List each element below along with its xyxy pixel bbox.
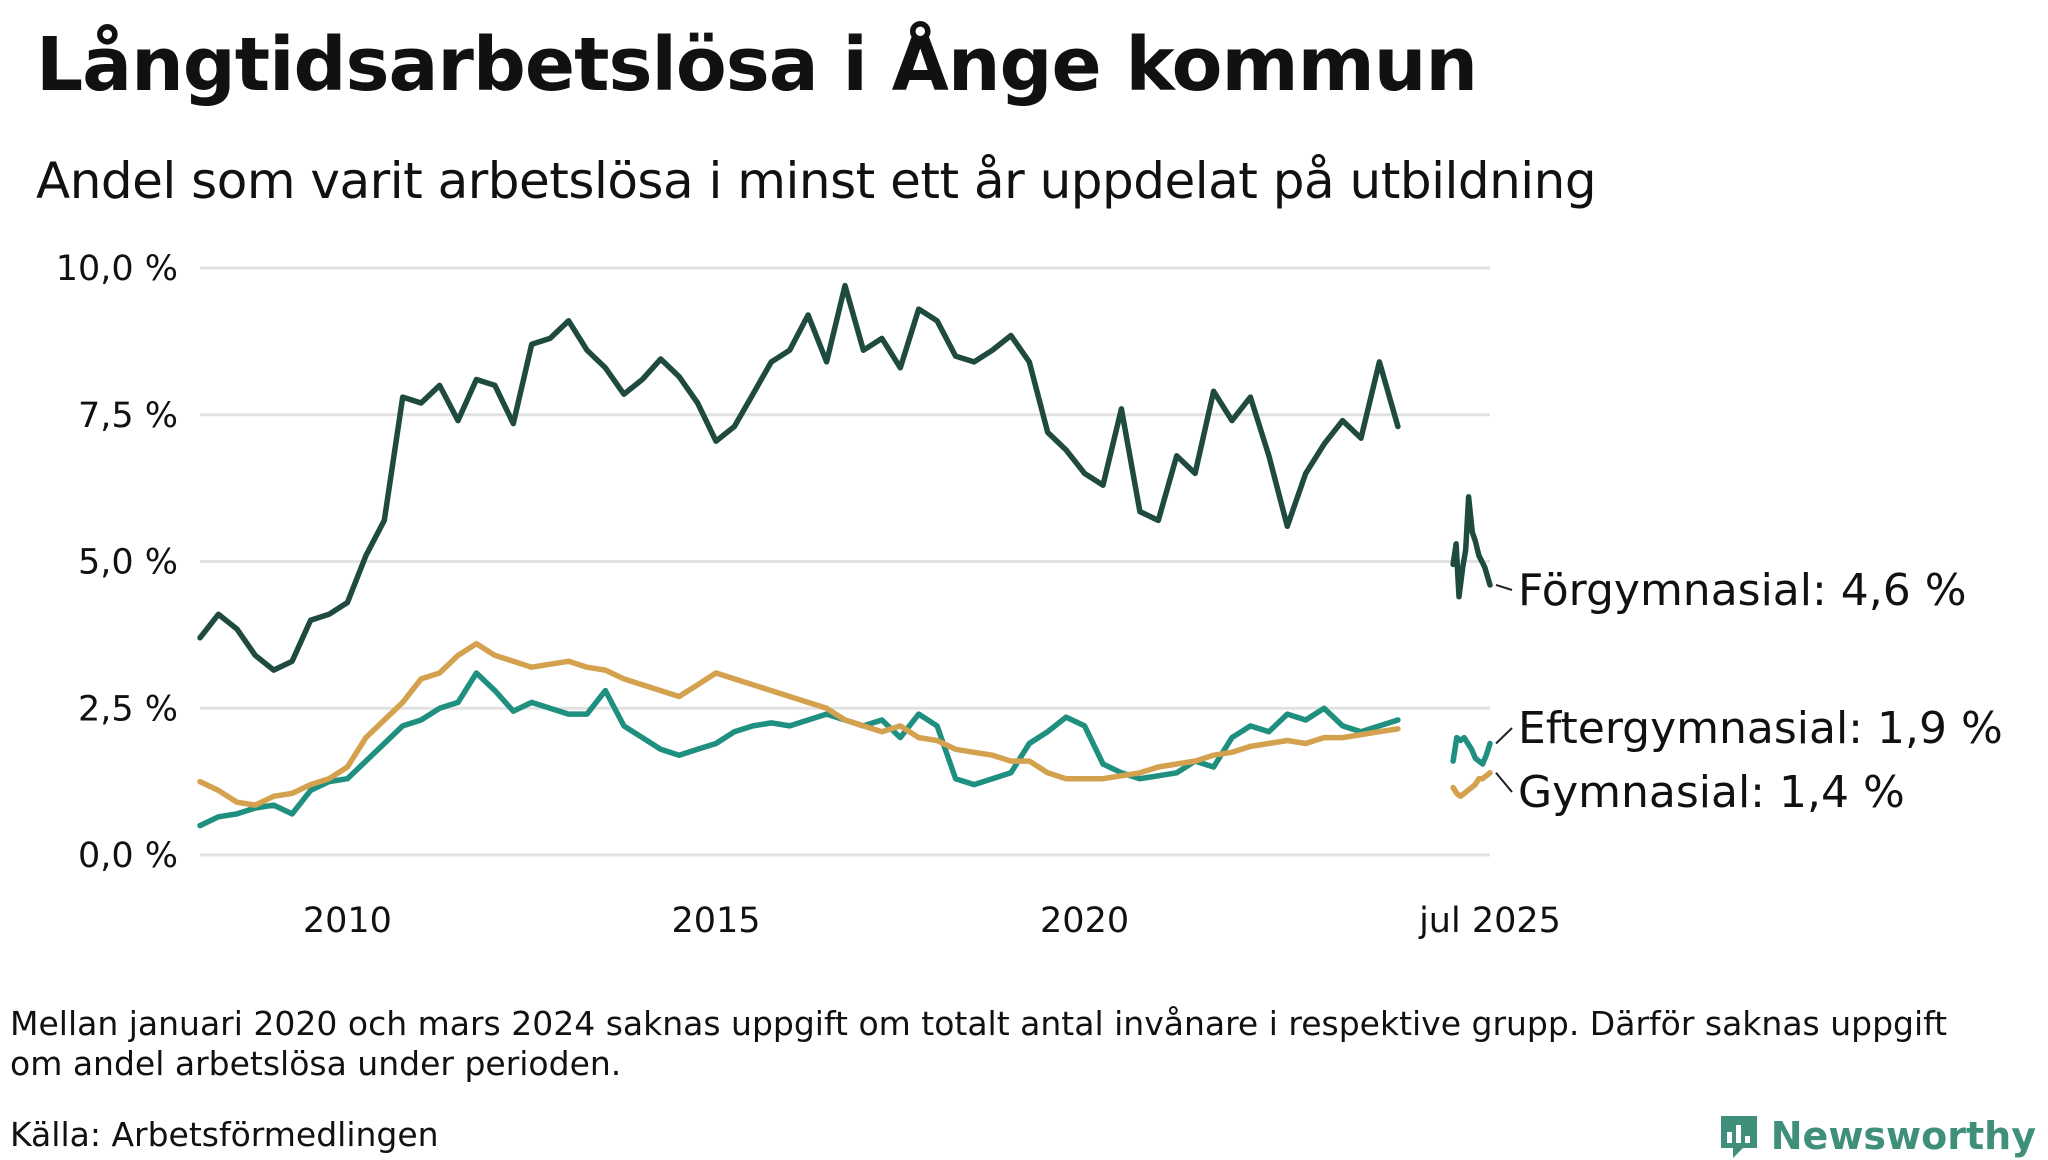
- y-tick-label: 10,0 %: [56, 249, 178, 289]
- series-gymnasial: [197, 640, 1493, 808]
- series-line-0-1: [1450, 494, 1493, 600]
- y-tick-label: 2,5 %: [78, 689, 178, 729]
- series-line-2-1: [1450, 770, 1493, 800]
- brand-name: Newsworthy: [1770, 1114, 2036, 1158]
- series-end-label: Eftergymnasial: 1,9 %: [1518, 703, 2003, 754]
- page-subtitle: Andel som varit arbetslösa i minst ett å…: [36, 152, 1597, 210]
- grid-lines: [200, 266, 1490, 857]
- x-tick-label: 2010: [303, 901, 392, 941]
- series-line-2-0: [197, 640, 1401, 808]
- x-axis-tick-labels: 2010 2015 2020 jul 2025: [303, 901, 1561, 941]
- y-tick-label: 5,0 %: [78, 543, 178, 583]
- y-tick-label: 7,5 %: [78, 396, 178, 436]
- y-tick-label: 0,0 %: [78, 836, 178, 876]
- brand-logo[interactable]: Newsworthy: [1717, 1112, 2036, 1160]
- series-lines: [197, 282, 1493, 829]
- x-tick-label: 2015: [671, 901, 760, 941]
- x-tick-label: jul 2025: [1418, 901, 1561, 941]
- end-label-leader: [1495, 727, 1513, 745]
- series-eftergymnasial: [197, 670, 1493, 829]
- page-title: Långtidsarbetslösa i Ånge kommun: [36, 22, 1478, 108]
- source-text: Källa: Arbetsförmedlingen: [10, 1115, 439, 1154]
- series-end-labels: Förgymnasial: 4,6 % Eftergymnasial: 1,9 %…: [1495, 565, 2003, 818]
- newsworthy-logo-icon: [1720, 1116, 1757, 1158]
- line-chart: 0,0 % 2,5 % 5,0 % 7,5 % 10,0 % 2010 2015 2020 j…: [56, 249, 2003, 941]
- series-line-0-0: [197, 282, 1401, 673]
- series-line-1-1: [1450, 734, 1493, 767]
- end-label-leader: [1495, 772, 1513, 793]
- series-end-label: Gymnasial: 1,4 %: [1518, 767, 1905, 818]
- y-axis-tick-labels: 0,0 % 2,5 % 5,0 % 7,5 % 10,0 %: [56, 249, 178, 876]
- series-line-1-0: [197, 670, 1401, 829]
- series-end-label: Förgymnasial: 4,6 %: [1518, 565, 1967, 616]
- series-förgymnasial: [197, 282, 1493, 673]
- x-tick-label: 2020: [1040, 901, 1129, 941]
- footnote: Mellan januari 2020 och mars 2024 saknas…: [10, 1004, 1948, 1083]
- end-label-leader: [1495, 584, 1513, 591]
